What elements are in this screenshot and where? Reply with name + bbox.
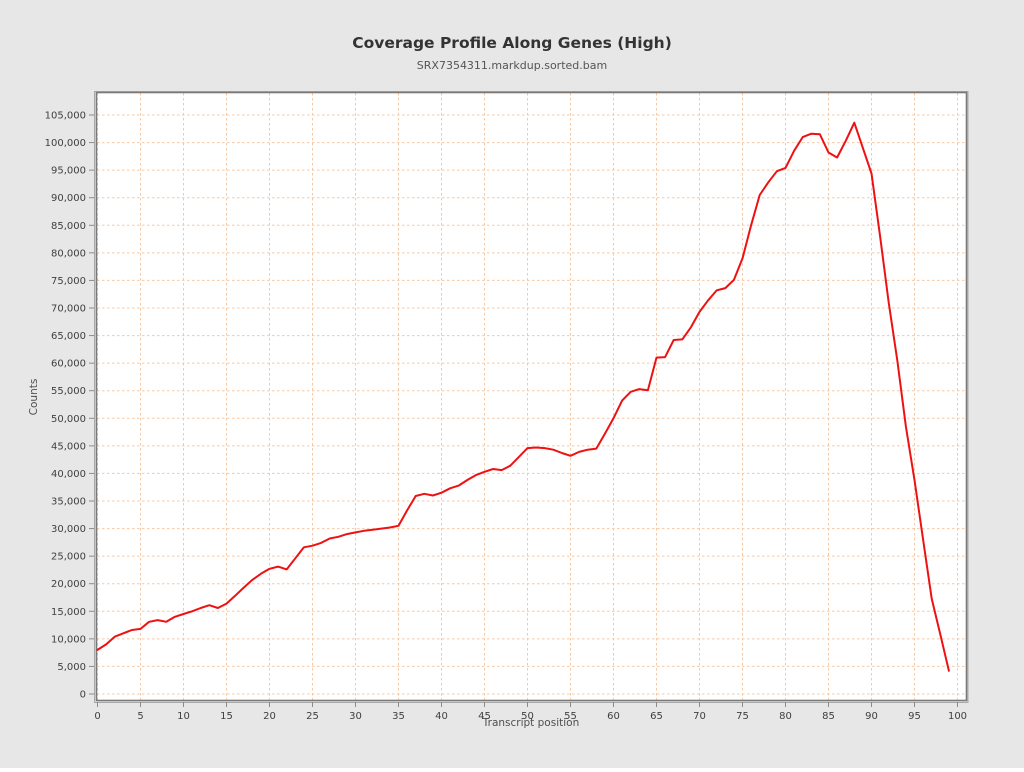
y-tick-label: 60,000 [51,359,86,370]
x-tick-label: 65 [650,711,663,722]
y-tick-label: 15,000 [51,607,86,618]
x-tick-label: 60 [607,711,620,722]
x-tick-label: 45 [478,711,491,722]
plot-outer-border [94,91,969,703]
y-tick-label: 25,000 [51,552,86,563]
y-tick-label: 50,000 [51,414,86,425]
y-tick-label: 100,000 [45,138,86,149]
axis-ticks [89,114,958,707]
chart-title: Coverage Profile Along Genes (High) [352,34,672,52]
tick-labels: 0 5,000 10,000 15,000 20,000 25,000 30,000 35,0… [45,111,967,723]
y-tick-label: 85,000 [51,221,86,232]
plot-border [95,91,968,702]
x-tick-label: 35 [392,711,405,722]
y-tick-label: 40,000 [51,469,86,480]
y-tick-label: 70,000 [51,304,86,315]
x-tick-label: 95 [908,711,921,722]
y-tick-label: 20,000 [51,579,86,590]
x-tick-label: 70 [693,711,706,722]
y-tick-label: 10,000 [51,634,86,645]
x-tick-label: 85 [822,711,835,722]
coverage-line [96,121,950,672]
x-tick-label: 5 [137,711,143,722]
x-tick-label: 50 [521,711,534,722]
x-tick-label: 100 [948,711,967,722]
y-axis-label: Counts [28,379,40,416]
y-tick-label: 95,000 [51,166,86,177]
y-tick-label: 90,000 [51,193,86,204]
y-tick-label: 105,000 [45,111,86,122]
x-tick-label: 80 [779,711,792,722]
x-tick-label: 75 [736,711,749,722]
y-tick-label: 35,000 [51,497,86,508]
x-tick-label: 10 [177,711,190,722]
x-tick-label: 25 [306,711,319,722]
y-tick-label: 45,000 [51,441,86,452]
y-tick-label: 75,000 [51,276,86,287]
y-tick-label: 55,000 [51,386,86,397]
grid-layer [97,93,966,700]
y-tick-label: 65,000 [51,331,86,342]
x-tick-label: 30 [349,711,362,722]
x-axis-label: Transcript position [482,717,579,729]
x-tick-label: 20 [263,711,276,722]
x-tick-label: 55 [564,711,577,722]
x-tick-label: 0 [94,711,100,722]
chart-subtitle: SRX7354311.markdup.sorted.bam [417,59,607,72]
plot-area [97,93,966,700]
y-tick-label: 5,000 [57,662,86,673]
x-tick-label: 90 [865,711,878,722]
x-tick-label: 40 [435,711,448,722]
plot-layer: 0 5,000 10,000 15,000 20,000 25,000 30,000 35,0… [45,91,969,723]
y-tick-label: 80,000 [51,248,86,259]
y-tick-label: 0 [80,690,86,701]
x-tick-label: 15 [220,711,233,722]
y-tick-label: 30,000 [51,524,86,535]
